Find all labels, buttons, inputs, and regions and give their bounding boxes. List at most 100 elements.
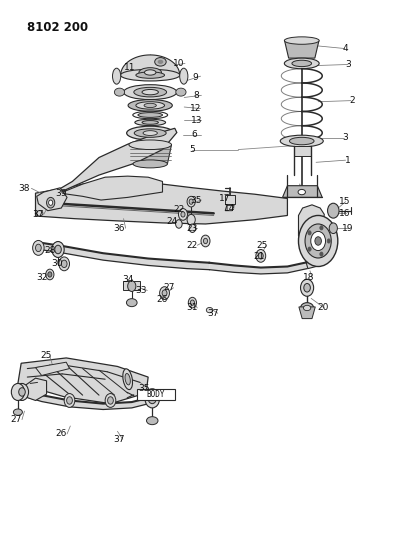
Ellipse shape <box>124 85 177 100</box>
Ellipse shape <box>292 60 312 67</box>
Circle shape <box>328 203 339 218</box>
Text: 16: 16 <box>339 209 351 218</box>
Circle shape <box>188 297 196 308</box>
Circle shape <box>108 397 113 404</box>
Polygon shape <box>299 307 315 319</box>
Ellipse shape <box>134 129 166 138</box>
Ellipse shape <box>157 60 163 64</box>
Text: 9: 9 <box>192 72 198 82</box>
Ellipse shape <box>155 58 166 66</box>
Circle shape <box>304 284 310 292</box>
Ellipse shape <box>139 68 162 77</box>
Polygon shape <box>21 378 46 400</box>
Text: 13: 13 <box>191 116 202 125</box>
Circle shape <box>308 247 311 251</box>
Text: 8: 8 <box>194 91 199 100</box>
Ellipse shape <box>180 68 188 84</box>
Polygon shape <box>60 176 162 200</box>
FancyBboxPatch shape <box>137 389 175 400</box>
Ellipse shape <box>138 112 162 117</box>
Ellipse shape <box>133 111 168 119</box>
Circle shape <box>305 224 331 258</box>
Text: 11: 11 <box>124 63 136 71</box>
Ellipse shape <box>120 69 180 81</box>
Ellipse shape <box>129 140 171 150</box>
Text: 5: 5 <box>189 145 195 154</box>
Circle shape <box>320 252 323 256</box>
Ellipse shape <box>125 374 130 385</box>
Circle shape <box>311 231 326 251</box>
Text: 3: 3 <box>345 60 351 69</box>
Text: 24: 24 <box>166 217 178 226</box>
Circle shape <box>61 260 67 268</box>
Text: 26: 26 <box>157 295 168 304</box>
Text: 15: 15 <box>339 197 351 206</box>
Ellipse shape <box>14 409 23 415</box>
Ellipse shape <box>135 119 166 126</box>
Text: 21: 21 <box>253 253 264 261</box>
Ellipse shape <box>134 87 166 97</box>
Polygon shape <box>225 205 234 211</box>
Ellipse shape <box>284 37 319 44</box>
Text: 31: 31 <box>187 303 198 312</box>
Circle shape <box>201 235 210 247</box>
Text: 10: 10 <box>173 59 185 68</box>
Text: 23: 23 <box>187 224 198 233</box>
Ellipse shape <box>113 68 121 84</box>
Text: 35: 35 <box>139 384 150 393</box>
Text: 6: 6 <box>191 130 197 139</box>
Text: 33: 33 <box>135 286 147 295</box>
Circle shape <box>178 208 187 220</box>
Circle shape <box>128 281 136 292</box>
Circle shape <box>48 272 52 277</box>
Text: 27: 27 <box>163 283 174 292</box>
Circle shape <box>308 231 311 235</box>
Circle shape <box>189 199 193 204</box>
Polygon shape <box>284 41 319 58</box>
Circle shape <box>52 241 64 257</box>
Ellipse shape <box>36 211 43 216</box>
Ellipse shape <box>289 138 314 145</box>
Text: 20: 20 <box>318 303 329 312</box>
Text: 34: 34 <box>122 274 133 284</box>
Ellipse shape <box>136 72 164 78</box>
Polygon shape <box>293 147 311 156</box>
Ellipse shape <box>300 303 314 313</box>
Ellipse shape <box>143 131 157 135</box>
Polygon shape <box>210 262 307 274</box>
Circle shape <box>46 197 55 208</box>
Text: 27: 27 <box>11 415 22 424</box>
Ellipse shape <box>145 70 156 75</box>
Ellipse shape <box>146 417 158 425</box>
Polygon shape <box>56 128 177 193</box>
Circle shape <box>203 238 208 244</box>
Ellipse shape <box>280 135 323 147</box>
Text: 38: 38 <box>19 184 30 193</box>
Circle shape <box>298 215 338 266</box>
Text: 39: 39 <box>55 189 67 198</box>
Polygon shape <box>21 389 153 409</box>
Circle shape <box>35 244 41 252</box>
Circle shape <box>32 240 44 255</box>
Polygon shape <box>123 281 140 290</box>
Text: 18: 18 <box>303 273 314 281</box>
Text: 22: 22 <box>187 241 198 250</box>
Circle shape <box>327 239 330 243</box>
Circle shape <box>187 214 195 225</box>
Text: 14: 14 <box>224 204 235 213</box>
Text: 22: 22 <box>173 205 185 214</box>
Circle shape <box>259 253 263 259</box>
Ellipse shape <box>136 102 164 109</box>
Circle shape <box>190 300 194 305</box>
Polygon shape <box>37 188 67 211</box>
Text: 37: 37 <box>32 210 43 219</box>
Text: 2: 2 <box>349 96 355 105</box>
Circle shape <box>300 279 314 296</box>
Text: 8102 200: 8102 200 <box>27 21 88 34</box>
Circle shape <box>320 225 323 230</box>
Circle shape <box>48 200 53 205</box>
Text: 28: 28 <box>44 246 55 255</box>
Text: 19: 19 <box>342 224 354 233</box>
Circle shape <box>64 393 75 407</box>
Polygon shape <box>39 243 210 270</box>
